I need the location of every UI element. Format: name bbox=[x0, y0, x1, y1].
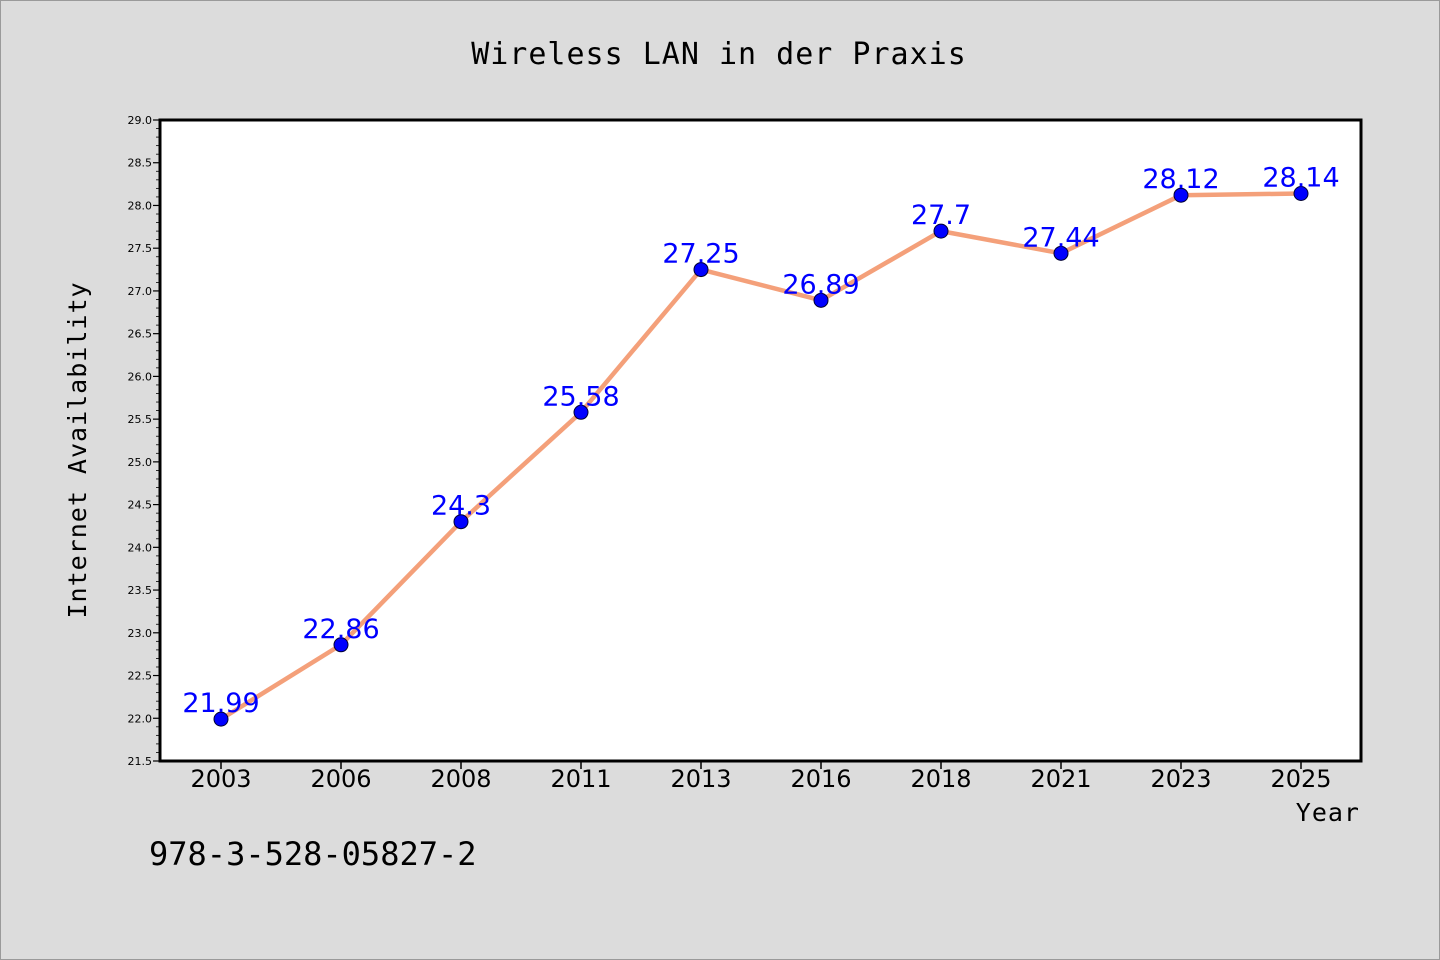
data-point-marker bbox=[453, 514, 469, 530]
y-tick-label: 26.0 bbox=[128, 370, 153, 383]
data-point-marker bbox=[933, 223, 949, 239]
y-tick-label: 28.0 bbox=[128, 199, 153, 212]
isbn-text: 978-3-528-05827-2 bbox=[149, 835, 477, 873]
data-point-marker bbox=[333, 637, 349, 653]
y-tick-label: 25.0 bbox=[128, 456, 153, 469]
y-axis: 21.5 22.0 22.5 23.0 23.5 24.0 24.5 25.0 25.5 26.0… bbox=[128, 114, 160, 768]
x-tick-label: 2018 bbox=[910, 765, 971, 793]
x-tick-label: 2021 bbox=[1030, 765, 1091, 793]
data-value-label: 25.58 bbox=[542, 381, 619, 412]
data-point-marker bbox=[1053, 245, 1069, 261]
x-tick-label: 2011 bbox=[550, 765, 611, 793]
y-axis-label: Internet Availability bbox=[63, 281, 92, 618]
y-tick-label: 27.0 bbox=[128, 285, 153, 298]
data-value-label: 27.7 bbox=[911, 200, 971, 231]
data-point-marker bbox=[573, 404, 589, 420]
y-tick-label: 29.0 bbox=[128, 114, 153, 127]
data-value-label: 27.25 bbox=[662, 239, 739, 270]
y-tick-label: 24.5 bbox=[128, 499, 153, 512]
x-tick-label: 2023 bbox=[1150, 765, 1211, 793]
y-tick-label: 23.0 bbox=[128, 627, 153, 640]
data-value-label: 24.3 bbox=[431, 491, 491, 522]
plot-area bbox=[158, 118, 1363, 763]
y-tick-label: 25.5 bbox=[128, 413, 153, 426]
x-axis: 2003 2006 2008 2011 2013 2016 2018 2021 2023 2025 bbox=[190, 761, 1332, 793]
x-tick-label: 2025 bbox=[1270, 765, 1331, 793]
y-tick-label: 28.5 bbox=[128, 157, 153, 170]
y-tick-label: 22.5 bbox=[128, 670, 153, 683]
x-tick-label: 2016 bbox=[790, 765, 851, 793]
data-point-marker bbox=[213, 711, 229, 727]
data-point-marker bbox=[1293, 186, 1309, 202]
data-point-marker bbox=[1173, 187, 1189, 203]
x-tick-label: 2003 bbox=[190, 765, 251, 793]
series-line-group: 21.99 22.86 24.3 25.58 27.25 26.89 27.7 27.44 28… bbox=[182, 163, 1340, 727]
y-tick-label: 21.5 bbox=[128, 755, 153, 768]
x-tick-label: 2013 bbox=[670, 765, 731, 793]
series-line bbox=[218, 191, 1304, 722]
x-axis-label: Year bbox=[1296, 798, 1360, 827]
data-point-marker bbox=[813, 292, 829, 308]
data-value-label: 26.89 bbox=[782, 269, 859, 300]
data-value-label: 21.99 bbox=[182, 688, 259, 719]
x-tick-label: 2006 bbox=[310, 765, 371, 793]
data-point-marker bbox=[693, 262, 709, 278]
data-value-label: 28.14 bbox=[1262, 163, 1339, 194]
data-value-label: 22.86 bbox=[302, 614, 379, 645]
y-tick-label: 27.5 bbox=[128, 242, 153, 255]
chart-title: Wireless LAN in der Praxis bbox=[471, 37, 967, 72]
x-tick-label: 2008 bbox=[430, 765, 491, 793]
y-tick-label: 22.0 bbox=[128, 712, 153, 725]
data-value-label: 28.12 bbox=[1142, 164, 1219, 195]
y-tick-label: 24.0 bbox=[128, 541, 153, 554]
data-value-label: 27.44 bbox=[1022, 222, 1099, 253]
y-tick-label: 23.5 bbox=[128, 584, 153, 597]
y-tick-label: 26.5 bbox=[128, 328, 153, 341]
